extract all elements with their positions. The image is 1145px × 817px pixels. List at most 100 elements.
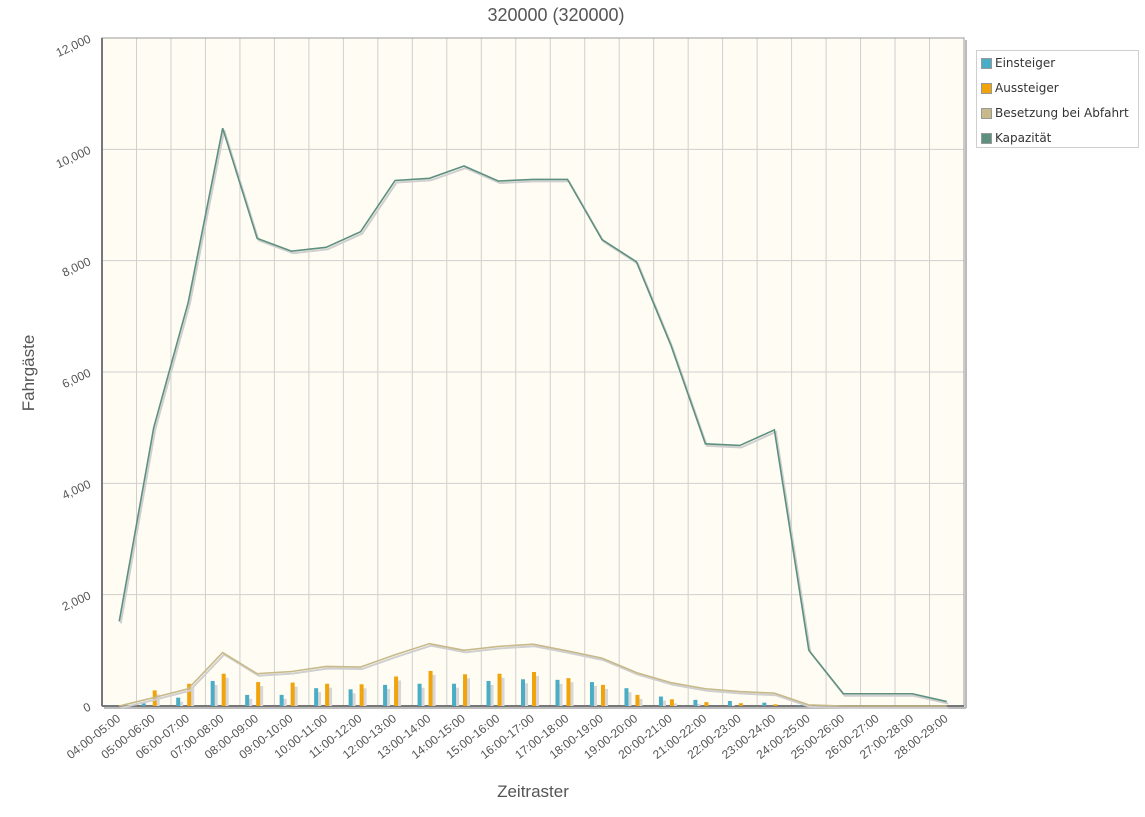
bar bbox=[635, 694, 640, 706]
y-tick-label: 10,000 bbox=[54, 143, 93, 171]
legend-swatch bbox=[981, 82, 992, 94]
plot-area: 02,0004,0006,0008,00010,00012,00004:00-0… bbox=[54, 32, 967, 762]
bar bbox=[566, 678, 571, 706]
bar-shadow bbox=[569, 682, 574, 706]
bar-shadow bbox=[224, 677, 229, 706]
bar-shadow bbox=[535, 676, 539, 706]
legend-item-einsteiger[interactable]: Einsteiger bbox=[981, 52, 1055, 74]
y-tick-label: 8,000 bbox=[60, 254, 93, 280]
bar bbox=[762, 702, 767, 706]
bar bbox=[658, 696, 663, 706]
bar-shadow bbox=[179, 701, 184, 706]
bar bbox=[256, 682, 261, 706]
bar-shadow bbox=[489, 684, 494, 706]
bar-shadow bbox=[362, 688, 367, 706]
bar bbox=[383, 684, 388, 706]
bar-shadow bbox=[190, 687, 195, 706]
bar-shadow bbox=[431, 674, 436, 706]
bar-shadow bbox=[592, 686, 597, 706]
bar bbox=[555, 679, 560, 706]
y-tick-label: 12,000 bbox=[54, 32, 93, 60]
bar-shadow bbox=[386, 688, 391, 706]
bar-shadow bbox=[638, 698, 643, 706]
series-einsteiger bbox=[107, 679, 801, 706]
y-tick-label: 0 bbox=[81, 700, 93, 716]
y-tick-label: 6,000 bbox=[60, 366, 93, 392]
bar bbox=[738, 703, 743, 706]
bar bbox=[669, 699, 674, 706]
legend-label: Einsteiger bbox=[995, 56, 1056, 70]
bar-shadow bbox=[213, 684, 218, 706]
bar bbox=[325, 683, 330, 706]
bar-shadow bbox=[696, 703, 701, 706]
series-kapazität bbox=[118, 127, 949, 705]
bar-shadow bbox=[500, 677, 505, 706]
legend-label: Kapazität bbox=[995, 131, 1052, 145]
bar bbox=[773, 704, 778, 706]
bar bbox=[141, 703, 146, 706]
y-tick-label: 4,000 bbox=[60, 477, 93, 503]
bar bbox=[428, 670, 433, 706]
bar-shadow bbox=[293, 686, 298, 706]
legend-swatch bbox=[981, 107, 992, 119]
legend-item-besetzung[interactable]: Besetzung bei Abfahrt bbox=[981, 102, 1129, 124]
legend: Einsteiger Aussteiger Besetzung bei Abfa… bbox=[976, 50, 1139, 148]
bar bbox=[221, 673, 226, 706]
bar-shadow bbox=[351, 693, 356, 706]
bar-shadow bbox=[248, 698, 253, 706]
bar bbox=[210, 680, 215, 706]
chart-title: 320000 (320000) bbox=[487, 5, 624, 25]
bar bbox=[532, 672, 536, 706]
legend-swatch bbox=[981, 57, 992, 69]
bar bbox=[693, 699, 698, 706]
bar-shadow bbox=[661, 700, 666, 706]
legend-swatch bbox=[981, 132, 992, 144]
bar bbox=[359, 684, 364, 706]
bar-shadow bbox=[558, 683, 563, 706]
series-besetzung-bei-abfahrt bbox=[119, 642, 949, 709]
bar bbox=[394, 676, 399, 706]
bar bbox=[463, 674, 468, 706]
bar-shadow bbox=[397, 680, 402, 706]
bar bbox=[290, 682, 295, 706]
line bbox=[118, 127, 947, 703]
bar-shadow bbox=[603, 688, 608, 706]
bar-shadow bbox=[259, 686, 264, 706]
bar bbox=[486, 680, 491, 706]
bar bbox=[452, 683, 457, 706]
bar bbox=[704, 702, 709, 706]
bar-shadow bbox=[328, 687, 333, 706]
legend-item-aussteiger[interactable]: Aussteiger bbox=[981, 77, 1059, 99]
bar bbox=[176, 697, 181, 706]
legend-label: Aussteiger bbox=[995, 81, 1059, 95]
bar-shadow bbox=[155, 694, 160, 706]
bar-shadow bbox=[627, 692, 632, 706]
bar bbox=[624, 688, 629, 706]
bar bbox=[521, 679, 525, 706]
line bbox=[119, 642, 947, 707]
bar bbox=[600, 684, 605, 706]
bar bbox=[187, 683, 192, 706]
bar-shadow bbox=[466, 678, 471, 706]
bar bbox=[314, 688, 319, 706]
bar-shadow bbox=[282, 698, 287, 706]
bar bbox=[245, 694, 250, 706]
bar-shadow bbox=[420, 687, 425, 706]
legend-item-kapazitaet[interactable]: Kapazität bbox=[981, 127, 1051, 149]
series-aussteiger bbox=[118, 670, 812, 706]
bar-shadow bbox=[730, 704, 735, 706]
y-axis-label: Fahrgäste bbox=[19, 335, 38, 412]
bar-shadow bbox=[524, 683, 528, 706]
bar bbox=[796, 705, 801, 706]
bar-shadow bbox=[317, 692, 322, 706]
bar bbox=[348, 689, 353, 706]
bar-shadow bbox=[672, 703, 677, 706]
bar-shadow bbox=[455, 687, 460, 706]
x-axis-label: Zeitraster bbox=[497, 782, 569, 801]
y-tick-label: 2,000 bbox=[60, 588, 93, 614]
bar bbox=[497, 673, 502, 706]
line-shadow bbox=[120, 644, 949, 709]
bar bbox=[589, 682, 594, 706]
bar bbox=[279, 694, 284, 706]
